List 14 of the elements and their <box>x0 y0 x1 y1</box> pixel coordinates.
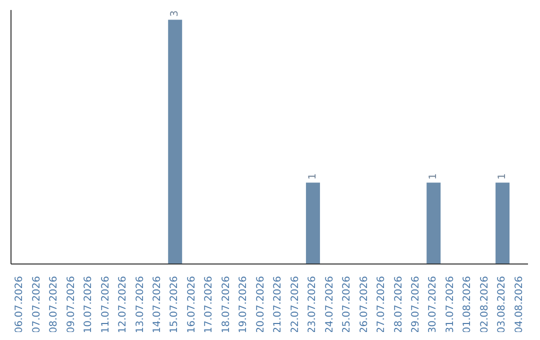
x-tick-label: 14.07.2026 <box>152 276 163 334</box>
x-tick-label: 10.07.2026 <box>83 276 94 334</box>
x-tick-label: 12.07.2026 <box>118 276 129 334</box>
data-label: 1 <box>428 173 440 180</box>
x-tick-label: 18.07.2026 <box>220 276 232 334</box>
x-tick-label: 15.07.2026 <box>169 276 180 334</box>
data-label: 3 <box>170 10 181 17</box>
x-tick-label: 19.07.2026 <box>238 276 250 334</box>
x-tick-label: 16.07.2026 <box>186 276 198 334</box>
x-tick-label: 13.07.2026 <box>134 276 146 334</box>
x-tick-label: 11.07.2026 <box>100 276 112 334</box>
data-label: 1 <box>307 173 318 180</box>
data-label: 1 <box>497 173 508 180</box>
x-tick-label: 17.07.2026 <box>204 276 215 334</box>
